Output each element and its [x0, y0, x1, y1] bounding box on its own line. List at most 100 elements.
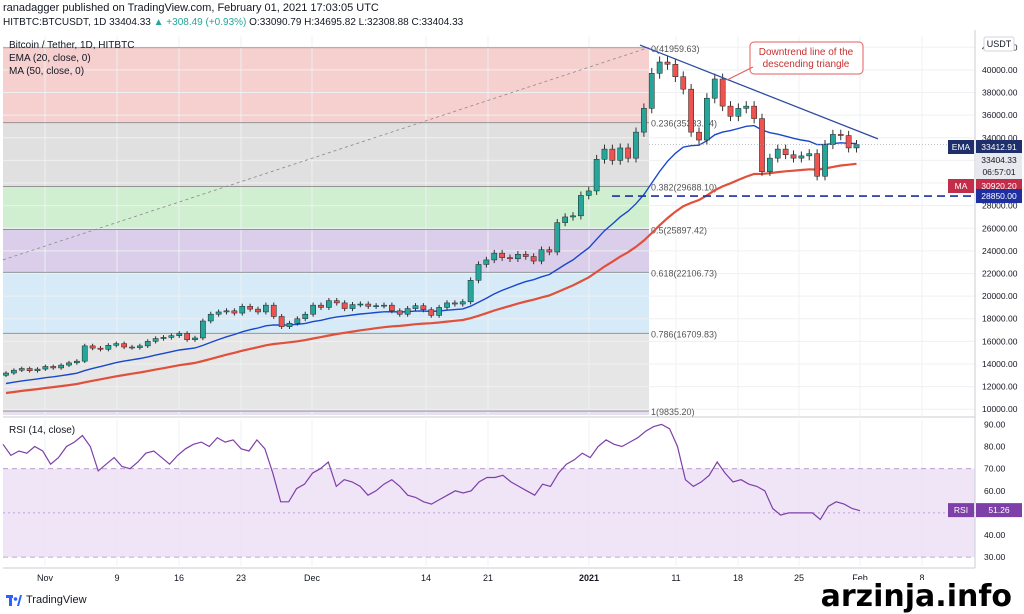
last-price: 33404.33	[109, 17, 151, 28]
candle	[656, 61, 663, 74]
candle	[207, 313, 214, 322]
price-tick-label: 20000.00	[982, 291, 1018, 301]
ema-price-tag	[976, 140, 1022, 154]
candle	[223, 310, 230, 313]
candle	[373, 305, 379, 307]
candle	[467, 280, 474, 303]
candle	[389, 304, 395, 312]
candle	[184, 333, 190, 340]
candle	[18, 368, 25, 371]
candle	[34, 368, 41, 372]
candle	[381, 304, 387, 307]
time-tick-label: 8	[919, 573, 924, 583]
price-tick-label: 28000.00	[982, 201, 1018, 211]
candle	[255, 308, 261, 313]
fib-label: 1(9835.20)	[651, 407, 695, 417]
rsi-tick-label: 60.00	[984, 486, 1006, 496]
candle	[727, 105, 734, 117]
candle	[168, 335, 175, 338]
price-tick-label: 36000.00	[982, 110, 1018, 120]
brand-name: TradingView	[26, 594, 87, 606]
candle	[176, 333, 183, 336]
candle	[633, 131, 639, 159]
candle	[585, 190, 592, 196]
candle	[81, 345, 88, 362]
candle	[89, 345, 96, 349]
candle	[601, 148, 608, 160]
time-tick-label: 9	[114, 573, 119, 583]
ema-legend: EMA (20, close, 0)	[9, 53, 91, 64]
candle	[3, 372, 9, 376]
candle	[452, 302, 458, 305]
candle	[522, 254, 529, 257]
candle	[483, 259, 490, 265]
candle	[436, 307, 442, 316]
ma-price-badge-label: MA	[955, 181, 968, 191]
candle	[625, 147, 631, 159]
ma-legend: MA (50, close, 0)	[9, 66, 84, 77]
brand-logo[interactable]: TradingView	[6, 594, 87, 606]
price-tick-label: 40000.00	[982, 65, 1018, 75]
time-tick-label: 23	[236, 573, 246, 583]
rsi-value-badge-label: RSI	[954, 505, 968, 515]
currency-badge[interactable]	[983, 36, 1015, 52]
annotation-line1: Downtrend line of the	[759, 47, 854, 58]
time-tick-label: 16	[174, 573, 184, 583]
candle	[444, 302, 450, 308]
fib-label: 0.786(16709.83)	[651, 329, 717, 339]
ohlc-values: O:33090.79 H:34695.82 L:32308.88 C:33404…	[249, 17, 464, 28]
price-tick-label: 24000.00	[982, 246, 1018, 256]
fib-zone	[3, 186, 649, 230]
candle	[672, 64, 679, 77]
candle	[231, 310, 238, 314]
candle	[160, 337, 167, 339]
rsi-tick-label: 90.00	[984, 419, 1006, 429]
candle	[696, 131, 702, 141]
ma-price-badge	[948, 179, 974, 193]
fib-zone	[3, 122, 649, 187]
candle	[830, 134, 836, 145]
rsi-tick-label: 70.00	[984, 464, 1006, 474]
price-tick-label: 22000.00	[982, 269, 1018, 279]
candle	[42, 366, 49, 370]
candle	[719, 78, 726, 107]
symbol-label: HITBTC:BTCUSDT, 1D	[3, 17, 107, 28]
candle	[396, 310, 403, 315]
candle	[853, 144, 860, 149]
candle	[554, 222, 561, 253]
candle	[270, 304, 277, 317]
price-change: ▲ +308.49 (+0.93%)	[153, 17, 247, 28]
candle	[648, 73, 655, 109]
fib-label: 0.236(35333.24)	[651, 119, 717, 129]
candle	[711, 78, 718, 99]
candle	[263, 304, 269, 313]
time-tick-label: 2021	[579, 573, 599, 583]
tradingview-logo-icon	[6, 594, 22, 606]
candle	[515, 254, 521, 260]
ema-price-badge-label: EMA	[952, 142, 971, 152]
currency-label: USDT	[987, 39, 1012, 49]
price-tick-label: 38000.00	[982, 88, 1018, 98]
candle	[680, 76, 687, 90]
time-tick-label: Dec	[304, 573, 321, 583]
fib-label: 0.618(22106.73)	[651, 268, 717, 278]
candle	[562, 216, 568, 223]
candle	[538, 249, 545, 262]
candle	[774, 148, 781, 159]
candle	[365, 303, 372, 307]
fib-label: 0(41959.63)	[651, 44, 700, 54]
candle	[286, 323, 293, 327]
candle	[412, 305, 419, 309]
candle	[105, 345, 112, 350]
price-tick-label: 26000.00	[982, 223, 1018, 233]
watermark: arzinja.info	[816, 580, 1016, 614]
candle	[491, 252, 498, 261]
candle	[144, 341, 151, 347]
rsi-value-tag	[976, 503, 1022, 518]
candle	[546, 249, 553, 253]
candle	[609, 148, 616, 161]
rsi-line	[2, 423, 861, 521]
chart-title: Bitcoin / Tether, 1D, HITBTC	[9, 40, 134, 51]
candle	[822, 144, 828, 177]
